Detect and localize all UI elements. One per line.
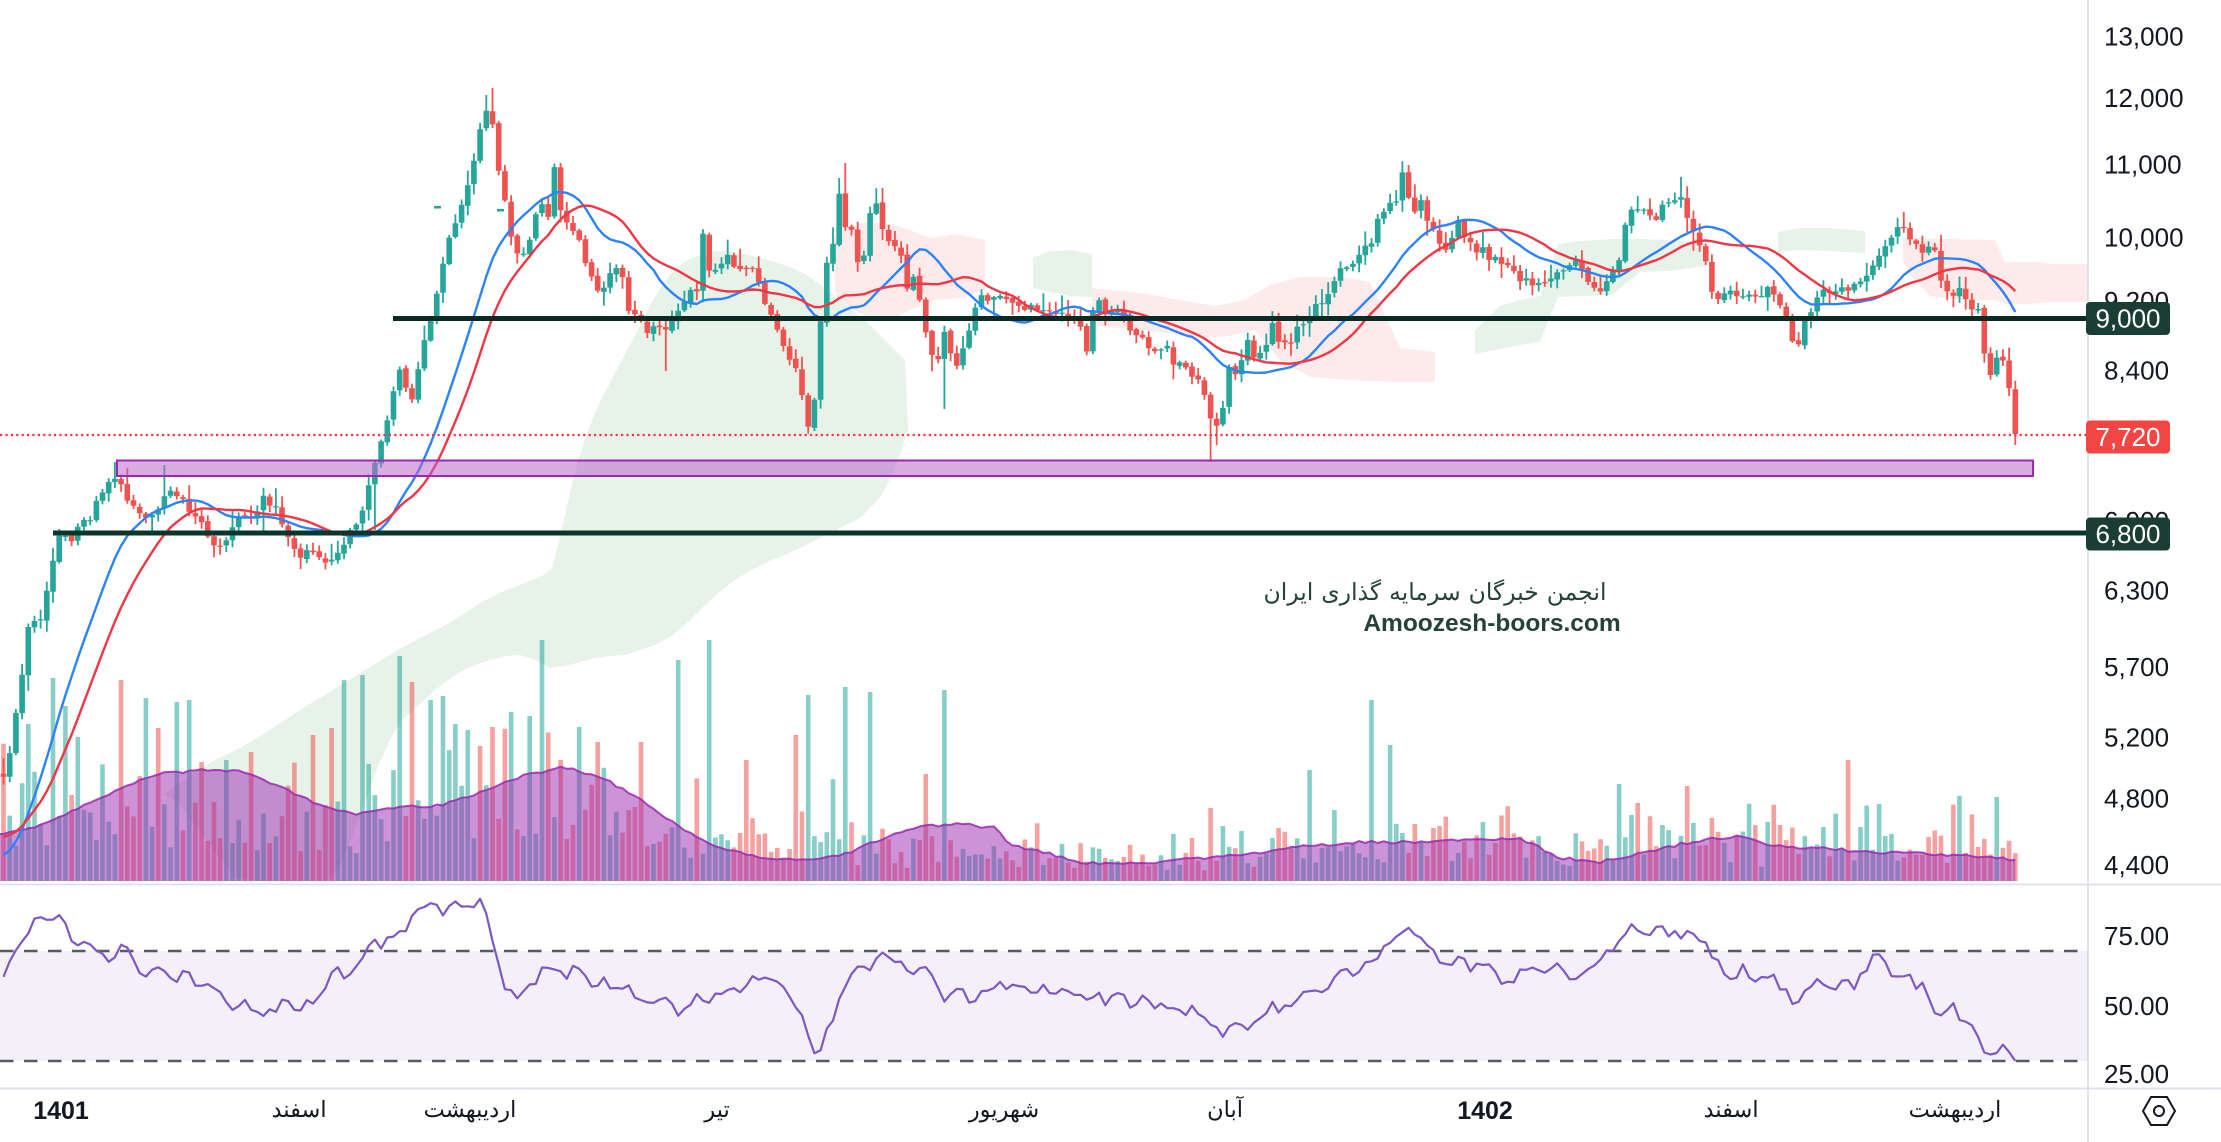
svg-text:8,400: 8,400 xyxy=(2104,356,2169,386)
svg-text:5,200: 5,200 xyxy=(2104,722,2169,752)
svg-text:7,720: 7,720 xyxy=(2095,422,2160,452)
svg-text:4,800: 4,800 xyxy=(2104,784,2169,814)
svg-text:1402: 1402 xyxy=(1457,1097,1513,1125)
svg-text:6,300: 6,300 xyxy=(2104,576,2169,606)
svg-text:9,000: 9,000 xyxy=(2095,304,2160,334)
svg-text:11,000: 11,000 xyxy=(2104,149,2182,179)
svg-text:5,700: 5,700 xyxy=(2104,652,2169,682)
svg-text:Amoozesh-boors.com: Amoozesh-boors.com xyxy=(1363,610,1620,637)
svg-text:4,400: 4,400 xyxy=(2104,850,2169,880)
svg-text:1401: 1401 xyxy=(33,1097,89,1125)
svg-text:50.00: 50.00 xyxy=(2104,991,2169,1021)
svg-text:12,000: 12,000 xyxy=(2104,83,2184,113)
svg-text:25.00: 25.00 xyxy=(2104,1059,2169,1089)
svg-text:10,000: 10,000 xyxy=(2104,222,2184,252)
svg-text:6,800: 6,800 xyxy=(2095,519,2160,549)
svg-text:13,000: 13,000 xyxy=(2104,22,2184,52)
svg-text:75.00: 75.00 xyxy=(2104,921,2169,951)
